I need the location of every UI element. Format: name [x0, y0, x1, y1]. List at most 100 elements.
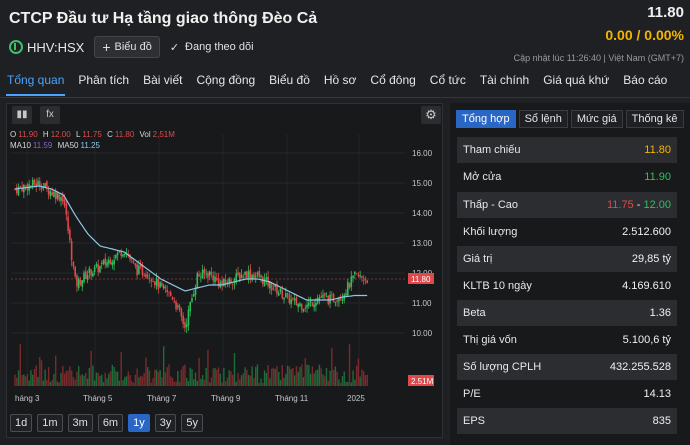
candle-body	[230, 279, 232, 284]
volume-bar	[329, 370, 331, 386]
tab-ho-so[interactable]: Hồ sơ	[323, 73, 357, 87]
stat-value: 29,85 tỷ	[631, 253, 671, 265]
candle-body	[196, 273, 199, 288]
candle-body	[83, 272, 85, 283]
ohlc-l-key: L	[75, 130, 81, 139]
volume-bar	[267, 365, 269, 386]
candle-body	[122, 254, 124, 257]
range-1d[interactable]: 1d	[10, 414, 33, 432]
volume-bar	[155, 369, 158, 386]
volume-bar	[127, 371, 129, 386]
volume-bar	[334, 366, 337, 386]
candle-body	[85, 271, 87, 279]
volume-bar	[327, 380, 329, 386]
candle-body	[299, 303, 301, 307]
tab-tong-quan[interactable]: Tổng quan	[0, 66, 71, 97]
volume-bar	[246, 369, 248, 386]
stats-tab-thong-ke[interactable]: Thống kê	[625, 110, 684, 128]
volume-bar	[88, 367, 91, 386]
stats-tab-tong-hop[interactable]: Tổng hợp	[456, 110, 516, 128]
candle-body	[293, 298, 296, 301]
tab-bai-viet[interactable]: Bài viết	[143, 73, 183, 87]
price-chart[interactable]: 16.00 15.00 14.00 13.00 12.00 11.00 10.00 háng…	[7, 104, 443, 410]
volume-bar	[318, 364, 321, 386]
range-1m[interactable]: 1m	[37, 414, 63, 432]
candle-body	[46, 181, 48, 187]
volume-bar	[219, 373, 222, 386]
volume-bar	[304, 358, 306, 386]
tab-co-dong[interactable]: Cổ đông	[370, 73, 416, 87]
candle-body	[76, 275, 78, 287]
tab-gia-qua-khu[interactable]: Giá quá khứ	[543, 73, 610, 87]
chart-button[interactable]: + Biểu đồ	[94, 36, 160, 58]
candle-body	[308, 302, 310, 306]
candle-body	[256, 272, 259, 275]
volume-bar	[67, 370, 69, 386]
volume-bar	[240, 375, 243, 386]
range-5y[interactable]: 5y	[181, 414, 203, 432]
candle-body	[92, 272, 94, 277]
volume-bar	[350, 382, 352, 386]
candle-body	[146, 275, 149, 277]
volume-bar	[157, 371, 160, 386]
candle-body	[143, 275, 146, 277]
volume-bar	[336, 371, 338, 386]
candle-body	[173, 301, 176, 303]
tab-bao-cao[interactable]: Báo cáo	[623, 73, 668, 87]
candle-body	[61, 195, 64, 202]
volume-bar	[148, 370, 151, 386]
candle-body	[200, 276, 202, 278]
x-tick-label: háng 3	[15, 394, 40, 403]
tab-co-tuc[interactable]: Cổ tức	[429, 73, 466, 87]
indicator-fx-button[interactable]: fx	[40, 106, 60, 124]
candle-body	[152, 281, 154, 282]
range-3m[interactable]: 3m	[67, 414, 93, 432]
candle-body	[100, 263, 103, 264]
gear-icon[interactable]: ⚙	[421, 106, 441, 124]
stat-label: KLTB 10 ngày	[463, 280, 532, 292]
ticker-symbol: HHV:HSX	[27, 39, 85, 55]
candle-body	[244, 271, 246, 275]
follow-button[interactable]: ✓ Đang theo dõi	[170, 41, 254, 54]
stock-logo-icon	[9, 40, 23, 54]
candlestick-icon[interactable]: ▮▮	[12, 106, 32, 124]
candle-body	[350, 276, 353, 287]
candle-body	[182, 315, 184, 324]
tab-bieu-do[interactable]: Biểu đồ	[269, 73, 310, 87]
ma10-key: MA10	[10, 141, 31, 150]
volume-bar	[106, 378, 108, 386]
volume-bar	[118, 380, 121, 386]
candle-body	[348, 283, 351, 288]
candle-body	[115, 254, 117, 259]
candle-body	[235, 273, 238, 281]
tab-tai-chinh[interactable]: Tài chính	[479, 73, 530, 87]
candle-body	[364, 278, 367, 281]
volume-bar	[58, 382, 60, 386]
candle-body	[95, 263, 98, 267]
volume-bar	[324, 376, 326, 386]
range-1y[interactable]: 1y	[128, 414, 150, 432]
volume-bar	[37, 376, 39, 386]
candle-body	[131, 258, 133, 260]
tab-cong-dong[interactable]: Cộng đồng	[196, 73, 256, 87]
stats-tab-muc-gia[interactable]: Mức giá	[570, 110, 623, 128]
range-6m[interactable]: 6m	[97, 414, 124, 432]
volume-bar	[325, 367, 328, 386]
candle-body	[322, 294, 324, 298]
candle-body	[180, 308, 183, 317]
candle-body	[341, 299, 344, 301]
y-tick-label: 15.00	[412, 179, 433, 188]
tab-phan-tich[interactable]: Phân tích	[78, 73, 130, 87]
volume-bar	[141, 376, 144, 386]
candle-body	[38, 181, 41, 187]
volume-bar	[164, 372, 167, 386]
range-3y[interactable]: 3y	[154, 414, 177, 432]
candle-body	[72, 261, 75, 267]
stats-tab-so-lenh[interactable]: Sổ lệnh	[518, 110, 568, 128]
volume-bar	[239, 379, 241, 386]
volume-bar	[14, 374, 16, 386]
ma50-key: MA50	[57, 141, 79, 150]
volume-bar	[136, 368, 138, 386]
candle-body	[67, 216, 69, 231]
volume-bar	[276, 366, 278, 386]
